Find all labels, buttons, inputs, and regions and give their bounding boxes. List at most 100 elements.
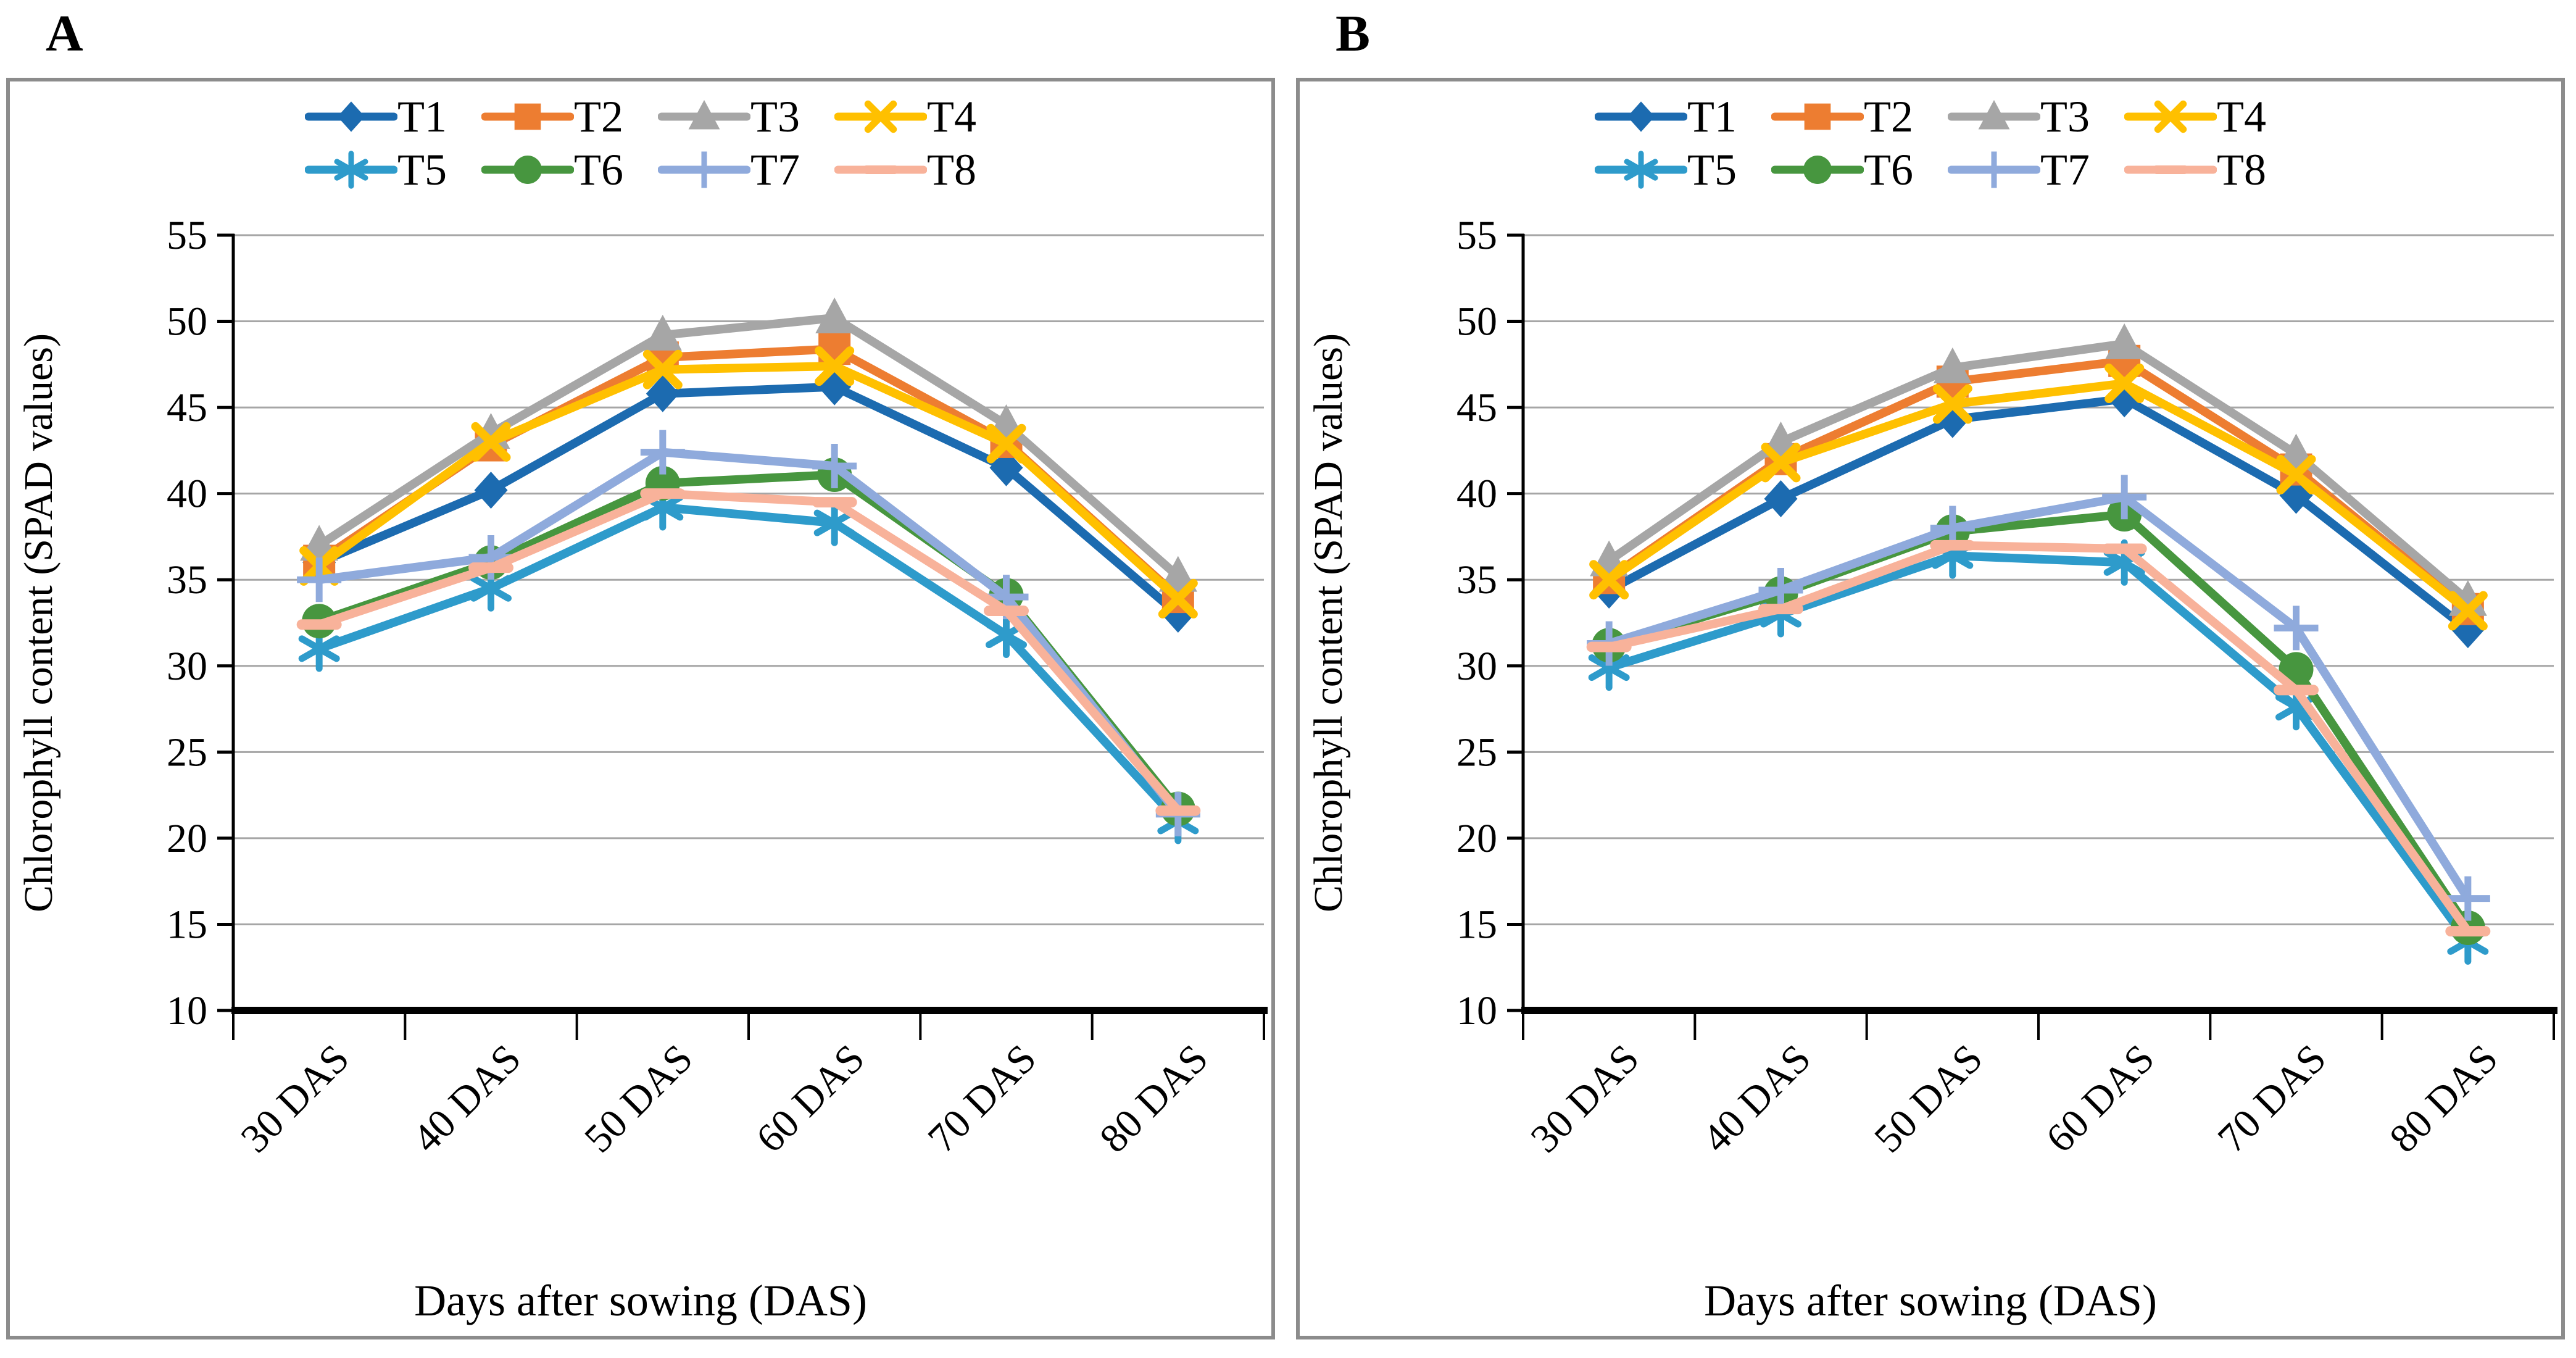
legend-row: T1 T2 T3 T4: [1577, 90, 2283, 143]
series-line-T5: [315, 502, 1182, 825]
diamond-marker-T1: [989, 449, 1023, 486]
y-tick-label: 10: [167, 988, 207, 1033]
circle-marker-T6-legend: [513, 156, 542, 184]
circle-marker-T6-legend: [1803, 156, 1832, 184]
panel-a-legend: T1 T2 T3 T4 T5 T6 T7 T8: [10, 90, 1271, 196]
legend-label-T7: T7: [2040, 145, 2090, 194]
plus-marker-T7: [2274, 606, 2319, 651]
panel-b-label: B: [1336, 5, 1371, 62]
series-line-T8: [1605, 541, 2472, 936]
y-tick-label: 30: [1456, 644, 1497, 689]
plus-marker-T7: [640, 430, 685, 475]
legend-label-T8: T8: [2216, 145, 2266, 194]
legend-swatch-T3: [1948, 99, 2040, 130]
plus-marker-T7-legend: [1976, 151, 2013, 188]
y-tick-label: 15: [167, 902, 207, 947]
x-marker-T4-legend: [864, 100, 897, 133]
x-tick-label: 60 DAS: [2037, 1036, 2163, 1161]
legend-label-T4: T4: [926, 92, 976, 141]
legend-label-T3: T3: [750, 92, 800, 141]
legend-swatch-T8: [834, 165, 927, 174]
panel-b-box: T1 T2 T3 T4 T5 T6 T7 T8 10 15 20 25 30 35 40 45 50 55 30 …: [1296, 78, 2565, 1339]
legend-label-T3: T3: [2040, 92, 2090, 141]
legend-swatch-T5: [305, 151, 398, 189]
legend-item-T6: T6: [1771, 143, 1913, 196]
y-tick-label: 55: [1456, 213, 1497, 258]
diamond-marker-T1-legend: [1627, 101, 1655, 132]
series-line-T3: [1605, 339, 2472, 605]
legend-swatch-T2: [481, 103, 575, 130]
legend-label-T2: T2: [1864, 92, 1913, 141]
y-tick-label: 25: [1456, 730, 1497, 775]
y-tick-label: 40: [167, 472, 207, 517]
x-tick-label: 60 DAS: [747, 1036, 873, 1161]
x-marker-T4-legend: [2154, 100, 2187, 133]
x-marker-T4: [1932, 384, 1972, 424]
series-line-T4: [1605, 379, 2472, 615]
legend-item-T1: T1: [305, 90, 447, 143]
y-tick-label: 15: [1456, 902, 1497, 947]
y-tick-label: 35: [167, 557, 207, 602]
x-tick-label: 30 DAS: [1522, 1036, 1647, 1161]
legend-swatch-T5: [1595, 151, 1688, 189]
square-marker-T2-legend: [1804, 103, 1831, 130]
x-tick-label: 80 DAS: [2381, 1036, 2506, 1161]
triangle-marker-T3: [1933, 347, 1972, 383]
legend-label-T4: T4: [2216, 92, 2266, 141]
series-line-T1: [315, 382, 1182, 619]
x-marker-T4: [1589, 560, 1629, 600]
diamond-marker-T1: [1764, 480, 1798, 518]
y-tick-label: 50: [1456, 299, 1497, 344]
y-axis-title: Chlorophyll content (SPAD values): [1306, 333, 1351, 912]
panel-a-x-axis-title: Days after sowing (DAS): [414, 1276, 867, 1325]
x-marker-T4: [2104, 364, 2145, 404]
legend-item-T8: T8: [834, 143, 976, 196]
legend-label-T1: T1: [397, 92, 447, 141]
panel-a-box: T1 T2 T3 T4 T5 T6 T7 T8 10 15 20 25 30 35 40 45 50 55 30 …: [6, 78, 1275, 1339]
legend-item-T3: T3: [658, 90, 800, 143]
x-tick-label: 40 DAS: [404, 1036, 530, 1161]
legend-item-T2: T2: [481, 90, 623, 143]
legend-item-T5: T5: [1595, 143, 1737, 196]
asterisk-marker-T5-legend: [1624, 151, 1658, 189]
legend-label-T5: T5: [1687, 145, 1737, 194]
y-tick-label: 55: [167, 213, 207, 258]
x-marker-T4: [642, 349, 683, 389]
legend-label-T8: T8: [926, 145, 976, 194]
y-tick-label: 45: [1456, 385, 1497, 430]
legend-item-T1: T1: [1595, 90, 1737, 143]
y-tick-label: 10: [1456, 988, 1497, 1033]
triangle-marker-T3: [2105, 323, 2144, 359]
x-tick-label: 50 DAS: [576, 1036, 701, 1161]
legend-label-T6: T6: [574, 145, 623, 194]
series-line-T8: [315, 489, 1182, 815]
panel-a-label: A: [46, 5, 83, 62]
series-line-T7: [1605, 493, 2472, 903]
asterisk-marker-T5: [813, 499, 855, 546]
plus-marker-T7: [2102, 475, 2147, 520]
y-tick-label: 50: [167, 299, 207, 344]
legend-swatch-T1: [305, 101, 398, 132]
legend-item-T4: T4: [834, 90, 976, 143]
x-marker-T4: [1158, 578, 1198, 619]
asterisk-marker-T5-legend: [334, 151, 368, 189]
series-line-T3: [315, 313, 1182, 581]
panel-b-x-axis-title: Days after sowing (DAS): [1704, 1276, 2157, 1325]
legend-item-T2: T2: [1771, 90, 1913, 143]
x-marker-T4: [1761, 443, 1801, 483]
diamond-marker-T1: [474, 472, 508, 509]
legend-label-T7: T7: [750, 145, 800, 194]
x-tick-label: 70 DAS: [920, 1036, 1045, 1161]
x-tick-label: 80 DAS: [1091, 1036, 1216, 1161]
x-tick-label: 30 DAS: [232, 1036, 357, 1161]
y-tick-label: 25: [167, 730, 207, 775]
legend-swatch-T4: [834, 100, 927, 133]
legend-item-T5: T5: [305, 143, 447, 196]
y-tick-label: 35: [1456, 557, 1497, 602]
x-marker-T4: [986, 423, 1026, 464]
x-marker-T4: [2448, 591, 2488, 631]
panel-a-chart: 10 15 20 25 30 35 40 45 50 55 30 DAS 40 DAS 50 DAS 60…: [16, 213, 1268, 1161]
panel-a: A T1 T2 T3 T4 T5 T6 T7 T8 10 15 20 25 30 35 40 45 50 55 3…: [6, 0, 1275, 1339]
plus-marker-T7: [812, 444, 857, 489]
y-tick-label: 20: [167, 816, 207, 861]
